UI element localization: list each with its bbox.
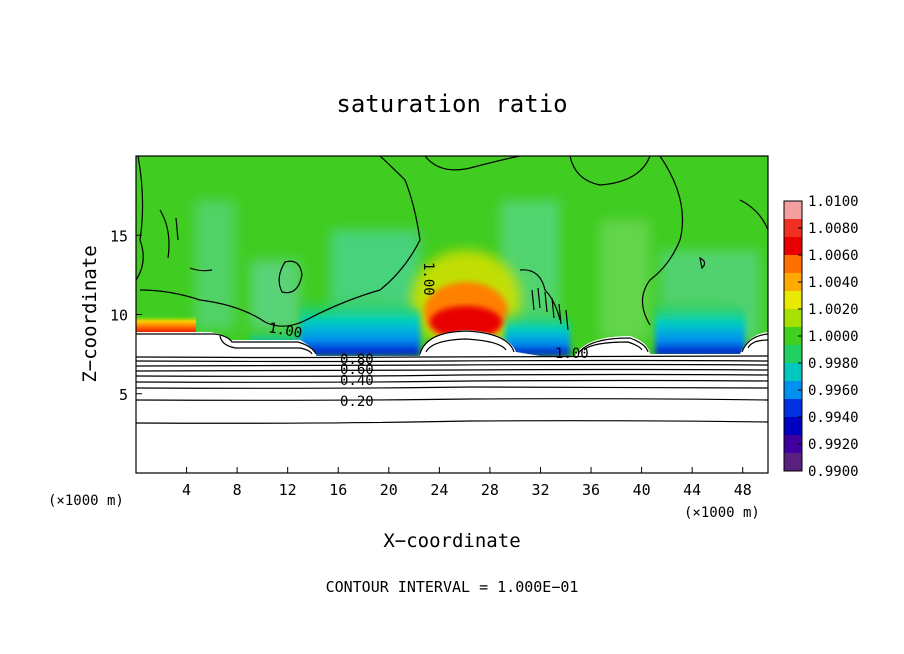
plot-area: 1.00 1.00 1.00 0.80 0.60 0.40 0.20 — [136, 156, 768, 473]
left-edge-red — [136, 316, 196, 334]
x-tick-label: 44 — [683, 481, 701, 499]
contour-interval-footer: CONTOUR INTERVAL = 1.000E−01 — [326, 578, 579, 596]
contour-label: 0.40 — [340, 373, 374, 389]
colorbar-swatch — [784, 273, 802, 292]
x-axis-ticks: 4 8 12 16 20 24 28 32 36 40 44 48 — [182, 467, 752, 499]
y-tick-label: 5 — [119, 386, 128, 404]
x-tick-label: 20 — [380, 481, 398, 499]
colorbar-label: 1.0100 — [808, 194, 859, 210]
y-tick-label: 15 — [110, 227, 128, 245]
x-tick-label: 40 — [633, 481, 651, 499]
x-tick-label: 36 — [582, 481, 600, 499]
contour-label: 1.00 — [420, 262, 436, 296]
colorbar-swatch — [784, 309, 802, 328]
x-tick-label: 28 — [481, 481, 499, 499]
colorbar-label: 0.9940 — [808, 410, 859, 426]
colorbar-swatch — [784, 219, 802, 238]
colorbar-label: 0.9900 — [808, 464, 859, 480]
contour-label: 1.00 — [267, 320, 303, 342]
colorbar-swatch — [784, 345, 802, 364]
x-unit-right: (×1000 m) — [684, 505, 760, 521]
x-axis-label: X−coordinate — [383, 530, 520, 552]
colorbar-swatch — [784, 291, 802, 310]
x-tick-label: 16 — [329, 481, 347, 499]
colorbar-label: 1.0020 — [808, 302, 859, 318]
colorbar-swatch — [784, 453, 802, 472]
x-tick-label: 4 — [182, 481, 191, 499]
x-unit-left: (×1000 m) — [48, 493, 124, 509]
contour-label: 1.00 — [555, 346, 589, 362]
y-axis-ticks: 5 10 15 — [110, 227, 142, 404]
colorbar: 1.0100 1.0080 1.0060 1.0040 1.0020 1.0000 0.99… — [783, 194, 859, 480]
x-tick-label: 24 — [430, 481, 448, 499]
colorbar-swatch — [784, 201, 802, 220]
y-tick-label: 10 — [110, 307, 128, 325]
colorbar-swatch — [784, 327, 802, 346]
contour-label: 0.20 — [340, 394, 374, 410]
colorbar-swatch — [784, 237, 802, 256]
chart-title: saturation ratio — [336, 90, 567, 118]
colorbar-label: 0.9960 — [808, 383, 859, 399]
x-tick-label: 8 — [233, 481, 242, 499]
contour-lines — [136, 156, 768, 424]
colorbar-swatch — [784, 399, 802, 418]
supersaturated-region — [411, 250, 521, 350]
x-tick-label: 32 — [531, 481, 549, 499]
colorbar-label: 1.0040 — [808, 275, 859, 291]
colorbar-swatch — [784, 363, 802, 382]
x-tick-label: 12 — [279, 481, 297, 499]
colorbar-swatch — [784, 381, 802, 400]
contour-labels: 1.00 1.00 1.00 0.80 0.60 0.40 0.20 — [267, 262, 588, 410]
y-axis-label: Z−coordinate — [79, 245, 101, 382]
colorbar-swatch — [784, 417, 802, 436]
colorbar-label: 1.0080 — [808, 221, 859, 237]
colorbar-label: 1.0000 — [808, 329, 859, 345]
colorbar-label: 0.9980 — [808, 356, 859, 372]
x-tick-label: 48 — [734, 481, 752, 499]
contour-label: 0.60 — [340, 362, 374, 378]
colorbar-swatch — [784, 435, 802, 454]
colorbar-swatch — [784, 255, 802, 274]
colorbar-label: 1.0060 — [808, 248, 859, 264]
colorbar-label: 0.9920 — [808, 437, 859, 453]
contour-label: 0.80 — [340, 352, 374, 368]
